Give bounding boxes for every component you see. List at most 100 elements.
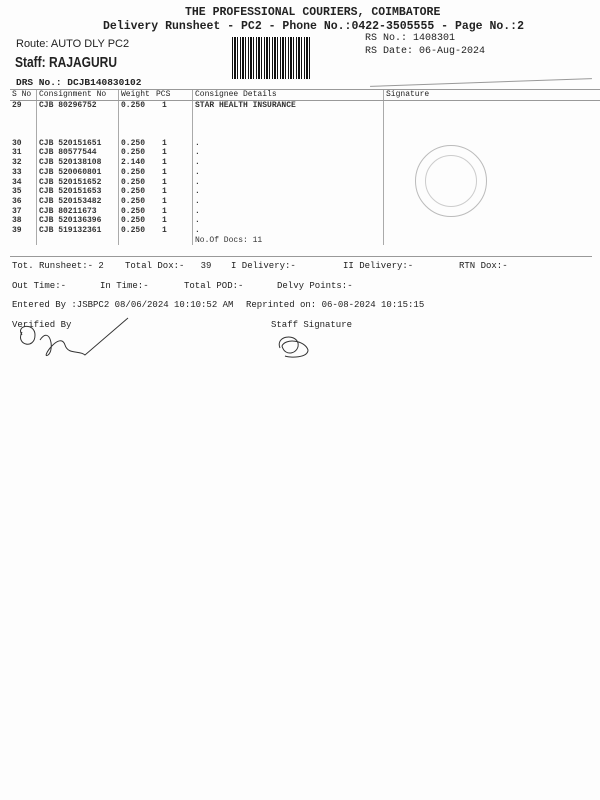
row-consignment-no: CJB 520060801 <box>36 167 119 178</box>
barcode <box>232 37 310 79</box>
table-row: 33 CJB 520060801 0.250 1. <box>10 167 600 178</box>
row-consignee-details: STAR HEALTH INSURANCE <box>192 100 384 139</box>
row-weight: 0.250 <box>118 167 154 178</box>
docs-count-row: No.Of Docs: 11 <box>10 235 600 246</box>
row-signature <box>383 206 600 217</box>
table-row: 30 CJB 520151651 0.250 1. <box>10 138 600 149</box>
table-row: 34 CJB 520151652 0.250 1. <box>10 177 600 188</box>
row-signature <box>383 196 600 207</box>
row-sno: 32 <box>12 158 22 168</box>
runsheet-subtitle: Delivery Runsheet - PC2 - Phone No.:0422… <box>103 20 524 33</box>
in-time: In Time:- <box>100 281 149 291</box>
row-pcs: 1 <box>162 187 167 197</box>
row-pcs: 1 <box>162 167 167 177</box>
row-signature <box>383 167 600 178</box>
row-consignee-details: . <box>192 216 384 227</box>
staff-signature-label: Staff Signature <box>271 320 353 330</box>
no-of-docs: No.Of Docs: 11 <box>192 235 384 246</box>
row-pcs: 1 <box>162 196 167 206</box>
row-consignment-no: CJB 520151651 <box>36 138 119 149</box>
row-consignee-details: . <box>192 196 384 207</box>
row-consignee-details: . <box>192 226 384 236</box>
row-consignment-no: CJB 520151653 <box>36 187 119 197</box>
col-consignment: Consignment No <box>36 89 119 101</box>
col-weight: Weight <box>118 89 154 101</box>
tot-runsheet: Tot. Runsheet:- 2 <box>12 261 104 271</box>
table-row: 35 CJB 520151653 0.250 1. <box>10 187 600 197</box>
row-signature <box>383 216 600 227</box>
row-pcs: 1 <box>162 148 167 158</box>
table-row: 39 CJB 519132361 0.250 1. <box>10 226 600 236</box>
ii-delivery: II Delivery:- <box>343 261 414 271</box>
row-weight: 0.250 <box>118 187 154 197</box>
row-sno: 36 <box>12 196 22 206</box>
route: Route: AUTO DLY PC2 <box>16 38 130 50</box>
table-row: 38 CJB 520136396 0.250 1. <box>10 216 600 227</box>
row-pcs: 1 <box>162 177 167 187</box>
row-signature <box>383 226 600 236</box>
row-sno: 33 <box>12 167 22 177</box>
rtn-dox: RTN Dox:- <box>459 261 508 271</box>
row-sno: 30 <box>12 138 22 148</box>
runsheet-table: S No Consignment No Weight PCS Consignee… <box>10 89 600 246</box>
row-consignee-details: . <box>192 187 384 197</box>
row-sno: 34 <box>12 177 22 187</box>
rs-date: RS Date: 06-Aug-2024 <box>365 46 486 57</box>
row-weight: 0.250 <box>118 216 154 227</box>
row-consignment-no: CJB 520136396 <box>36 216 119 227</box>
row-pcs: 1 <box>162 206 167 216</box>
col-signature: Signature <box>383 89 600 101</box>
row-signature <box>383 138 600 149</box>
row-consignee-details: . <box>192 167 384 178</box>
row-consignment-no: CJB 520138108 <box>36 158 119 168</box>
row-consignment-no: CJB 80211673 <box>36 206 119 217</box>
total-dox: Total Dox:- 39 <box>125 261 212 271</box>
total-pod: Total POD:- <box>184 281 244 291</box>
table-row: 32 CJB 520138108 2.140 1. <box>10 158 600 168</box>
row-consignee-details: . <box>192 206 384 217</box>
row-pcs: 1 <box>162 100 167 110</box>
row-consignee-details: . <box>192 177 384 188</box>
staff-signature <box>278 336 309 358</box>
verifier-signature <box>20 317 129 356</box>
out-time: Out Time:- <box>12 281 67 291</box>
row-consignment-no: CJB 80577544 <box>36 148 119 159</box>
row-weight: 0.250 <box>118 226 154 236</box>
verified-by-label: Verified By <box>12 320 72 330</box>
row-weight: 0.250 <box>118 148 154 159</box>
row-consignee-details: . <box>192 148 384 159</box>
row-sno: 35 <box>12 187 22 197</box>
row-weight: 2.140 <box>118 158 154 168</box>
reprinted-on: Reprinted on: 06-08-2024 10:15:15 <box>246 300 425 310</box>
row-signature <box>383 187 600 197</box>
row-pcs: 1 <box>162 138 167 148</box>
staff-name: Staff: RAJAGURU <box>15 54 117 71</box>
divider <box>370 78 592 87</box>
row-pcs: 1 <box>162 226 167 236</box>
row-sno: 29 <box>12 100 22 110</box>
row-sno: 38 <box>12 216 22 226</box>
table-header: S No Consignment No Weight PCS Consignee… <box>10 89 600 101</box>
row-consignment-no: CJB 520153482 <box>36 196 119 207</box>
row-consignee-details: . <box>192 138 384 149</box>
drs-number: DRS No.: DCJB140830102 <box>16 77 142 88</box>
table-row: 36 CJB 520153482 0.250 1. <box>10 196 600 207</box>
row-weight: 0.250 <box>118 138 154 149</box>
table-row: 31 CJB 80577544 0.250 1. <box>10 148 600 159</box>
row-weight: 0.250 <box>118 100 154 139</box>
rs-number: RS No.: 1408301 <box>365 33 456 44</box>
row-pcs: 1 <box>162 216 167 226</box>
row-consignment-no: CJB 520151652 <box>36 177 119 188</box>
row-sno: 39 <box>12 226 22 236</box>
row-weight: 0.250 <box>118 196 154 207</box>
entered-by: Entered By :JSBPC2 08/06/2024 10:10:52 A… <box>12 300 234 310</box>
row-weight: 0.250 <box>118 177 154 188</box>
col-sno: S No <box>10 89 37 101</box>
delvy-points: Delvy Points:- <box>277 281 353 291</box>
row-consignment-no: CJB 80296752 <box>36 100 119 139</box>
row-consignee-details: . <box>192 158 384 168</box>
table-row: 29 CJB 80296752 0.250 1 STAR HEALTH INSURANC… <box>10 100 600 139</box>
row-weight: 0.250 <box>118 206 154 217</box>
table-row: 37 CJB 80211673 0.250 1. <box>10 206 600 217</box>
row-signature <box>383 100 600 139</box>
